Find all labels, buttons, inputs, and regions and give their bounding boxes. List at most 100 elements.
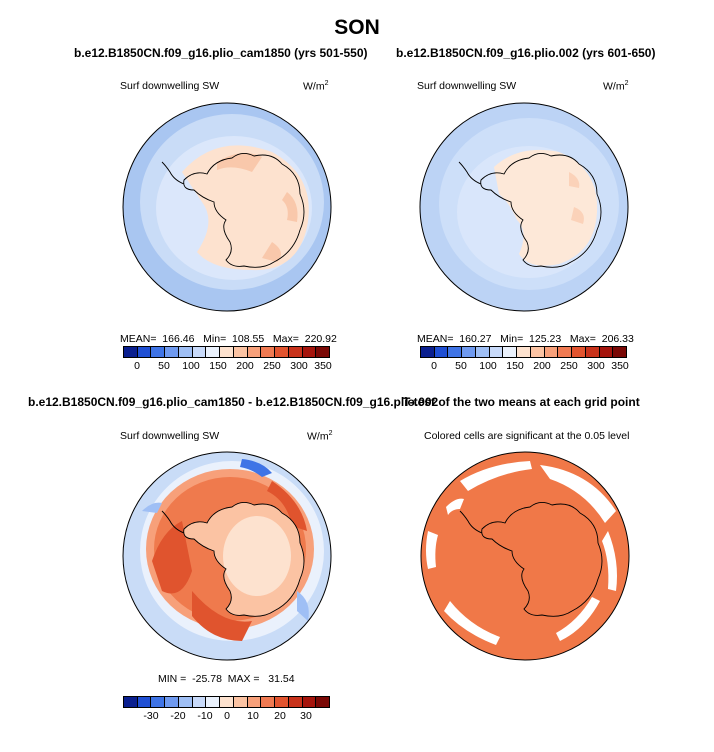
colorbar-swatch [137, 697, 152, 707]
colorbar-swatch [165, 697, 179, 707]
colorbar-swatch [302, 697, 317, 707]
colorbar-swatch [233, 347, 248, 357]
warmer-region [282, 192, 298, 222]
colorbar-swatch [220, 697, 234, 707]
antarctica-coastline [481, 502, 603, 617]
colorbar-swatch [316, 697, 330, 707]
tick: 10 [247, 710, 259, 722]
colorbar-swatch [530, 347, 545, 357]
antarctica-coastline [183, 502, 305, 617]
colorbar-swatch [261, 347, 276, 357]
colorbar-swatch [192, 697, 207, 707]
non-significant-region [540, 465, 616, 523]
colorbar-swatch [247, 347, 262, 357]
non-significant-region [602, 531, 617, 591]
polar-map-top-left [122, 102, 332, 312]
negative-patch [297, 591, 309, 621]
non-significant-region [426, 531, 438, 569]
colorbar-ticks-top-right: 0 50 100 150 200 250 300 350 [420, 360, 629, 374]
tick: 0 [134, 360, 140, 372]
tick: 100 [182, 360, 200, 372]
colorbar-ticks-top-left: 0 50 100 150 200 250 300 350 [123, 360, 332, 374]
non-significant-region [446, 498, 464, 515]
colorbar-swatch [288, 697, 303, 707]
colorbar-swatch [448, 347, 463, 357]
tick: 150 [506, 360, 524, 372]
tick: 100 [479, 360, 497, 372]
colorbar-swatch [165, 347, 179, 357]
colorbar-swatch [178, 697, 193, 707]
colorbar-swatch [489, 347, 504, 357]
tick: 300 [290, 360, 308, 372]
strong-positive-patch [267, 481, 307, 531]
tick: 50 [158, 360, 170, 372]
panel-title-bottom-left: b.e12.B1850CN.f09_g16.plio_cam1850 - b.e… [28, 395, 439, 409]
variable-label-top-right: Surf downwelling SW [417, 80, 517, 92]
colorbar-swatch [124, 347, 138, 357]
colorbar-bottom-left [123, 696, 330, 708]
colorbar-swatch [462, 347, 476, 357]
variable-label-bottom-left: Surf downwelling SW [120, 430, 220, 442]
colorbar-swatch [275, 347, 289, 357]
colorbar-swatch [151, 697, 166, 707]
tick: 300 [587, 360, 605, 372]
strong-positive-patch [152, 521, 192, 594]
tick: 350 [314, 360, 332, 372]
stats-top-right: MEAN= 160.27 Min= 125.23 Max= 206.33 [417, 333, 634, 345]
colorbar-swatch [288, 347, 303, 357]
colorbar-swatch [434, 347, 449, 357]
colorbar-swatch [475, 347, 490, 357]
antarctica-coastline [480, 153, 602, 268]
antarctic-peninsula [161, 510, 185, 534]
subtitle-bottom-right: Colored cells are significant at the 0.0… [424, 430, 630, 442]
colorbar-swatches [420, 346, 627, 358]
colorbar-swatch [206, 347, 221, 357]
colorbar-swatch [316, 347, 330, 357]
colorbar-swatch [151, 347, 166, 357]
tick: 350 [611, 360, 629, 372]
figure-title: SON [334, 16, 380, 39]
colorbar-swatch [585, 347, 600, 357]
tick: 150 [209, 360, 227, 372]
colorbar-swatch [137, 347, 152, 357]
colorbar-swatch [220, 347, 234, 357]
negative-patch [240, 459, 272, 477]
stats-top-left: MEAN= 166.46 Min= 108.55 Max= 220.92 [120, 333, 337, 345]
colorbar-swatch [558, 347, 573, 357]
units-label-top-right: W/m2 [603, 80, 629, 93]
colorbar-swatch [421, 347, 435, 357]
panel-title-top-left: b.e12.B1850CN.f09_g16.plio_cam1850 (yrs … [74, 46, 368, 60]
colorbar-swatch [192, 347, 207, 357]
colorbar-swatch [261, 697, 276, 707]
land-interior [223, 516, 291, 596]
tick: 20 [274, 710, 286, 722]
colorbar-swatch [178, 347, 193, 357]
colorbar-swatch [544, 347, 559, 357]
colorbar-swatch [572, 347, 586, 357]
colorbar-swatch [233, 697, 248, 707]
colorbar-ticks-bottom-left: -30 -20 -10 0 10 20 30 [123, 710, 330, 724]
polar-map-top-right [419, 102, 629, 312]
non-significant-region [460, 461, 532, 491]
colorbar-swatch [206, 697, 221, 707]
colorbar-swatch [275, 697, 289, 707]
panel-title-top-right: b.e12.B1850CN.f09_g16.plio.002 (yrs 601-… [396, 46, 656, 60]
tick: 0 [431, 360, 437, 372]
antarctic-peninsula [459, 510, 483, 534]
colorbar-top-left [123, 346, 330, 358]
antarctic-peninsula [161, 161, 185, 185]
antarctica-coastline [183, 153, 305, 268]
strong-positive-patch [192, 591, 252, 641]
colorbar-swatch [302, 347, 317, 357]
colorbar-swatches [123, 346, 330, 358]
colorbar-swatch [613, 347, 627, 357]
colorbar-swatch [517, 347, 531, 357]
colorbar-swatches [123, 696, 330, 708]
colorbar-top-right [420, 346, 627, 358]
panel-title-bottom-right: T-test of the two means at each grid poi… [403, 395, 640, 409]
variable-label-top-left: Surf downwelling SW [120, 80, 220, 92]
tick: -10 [197, 710, 213, 722]
colorbar-swatch [247, 697, 262, 707]
warmer-region [571, 207, 584, 224]
tick: 50 [455, 360, 467, 372]
